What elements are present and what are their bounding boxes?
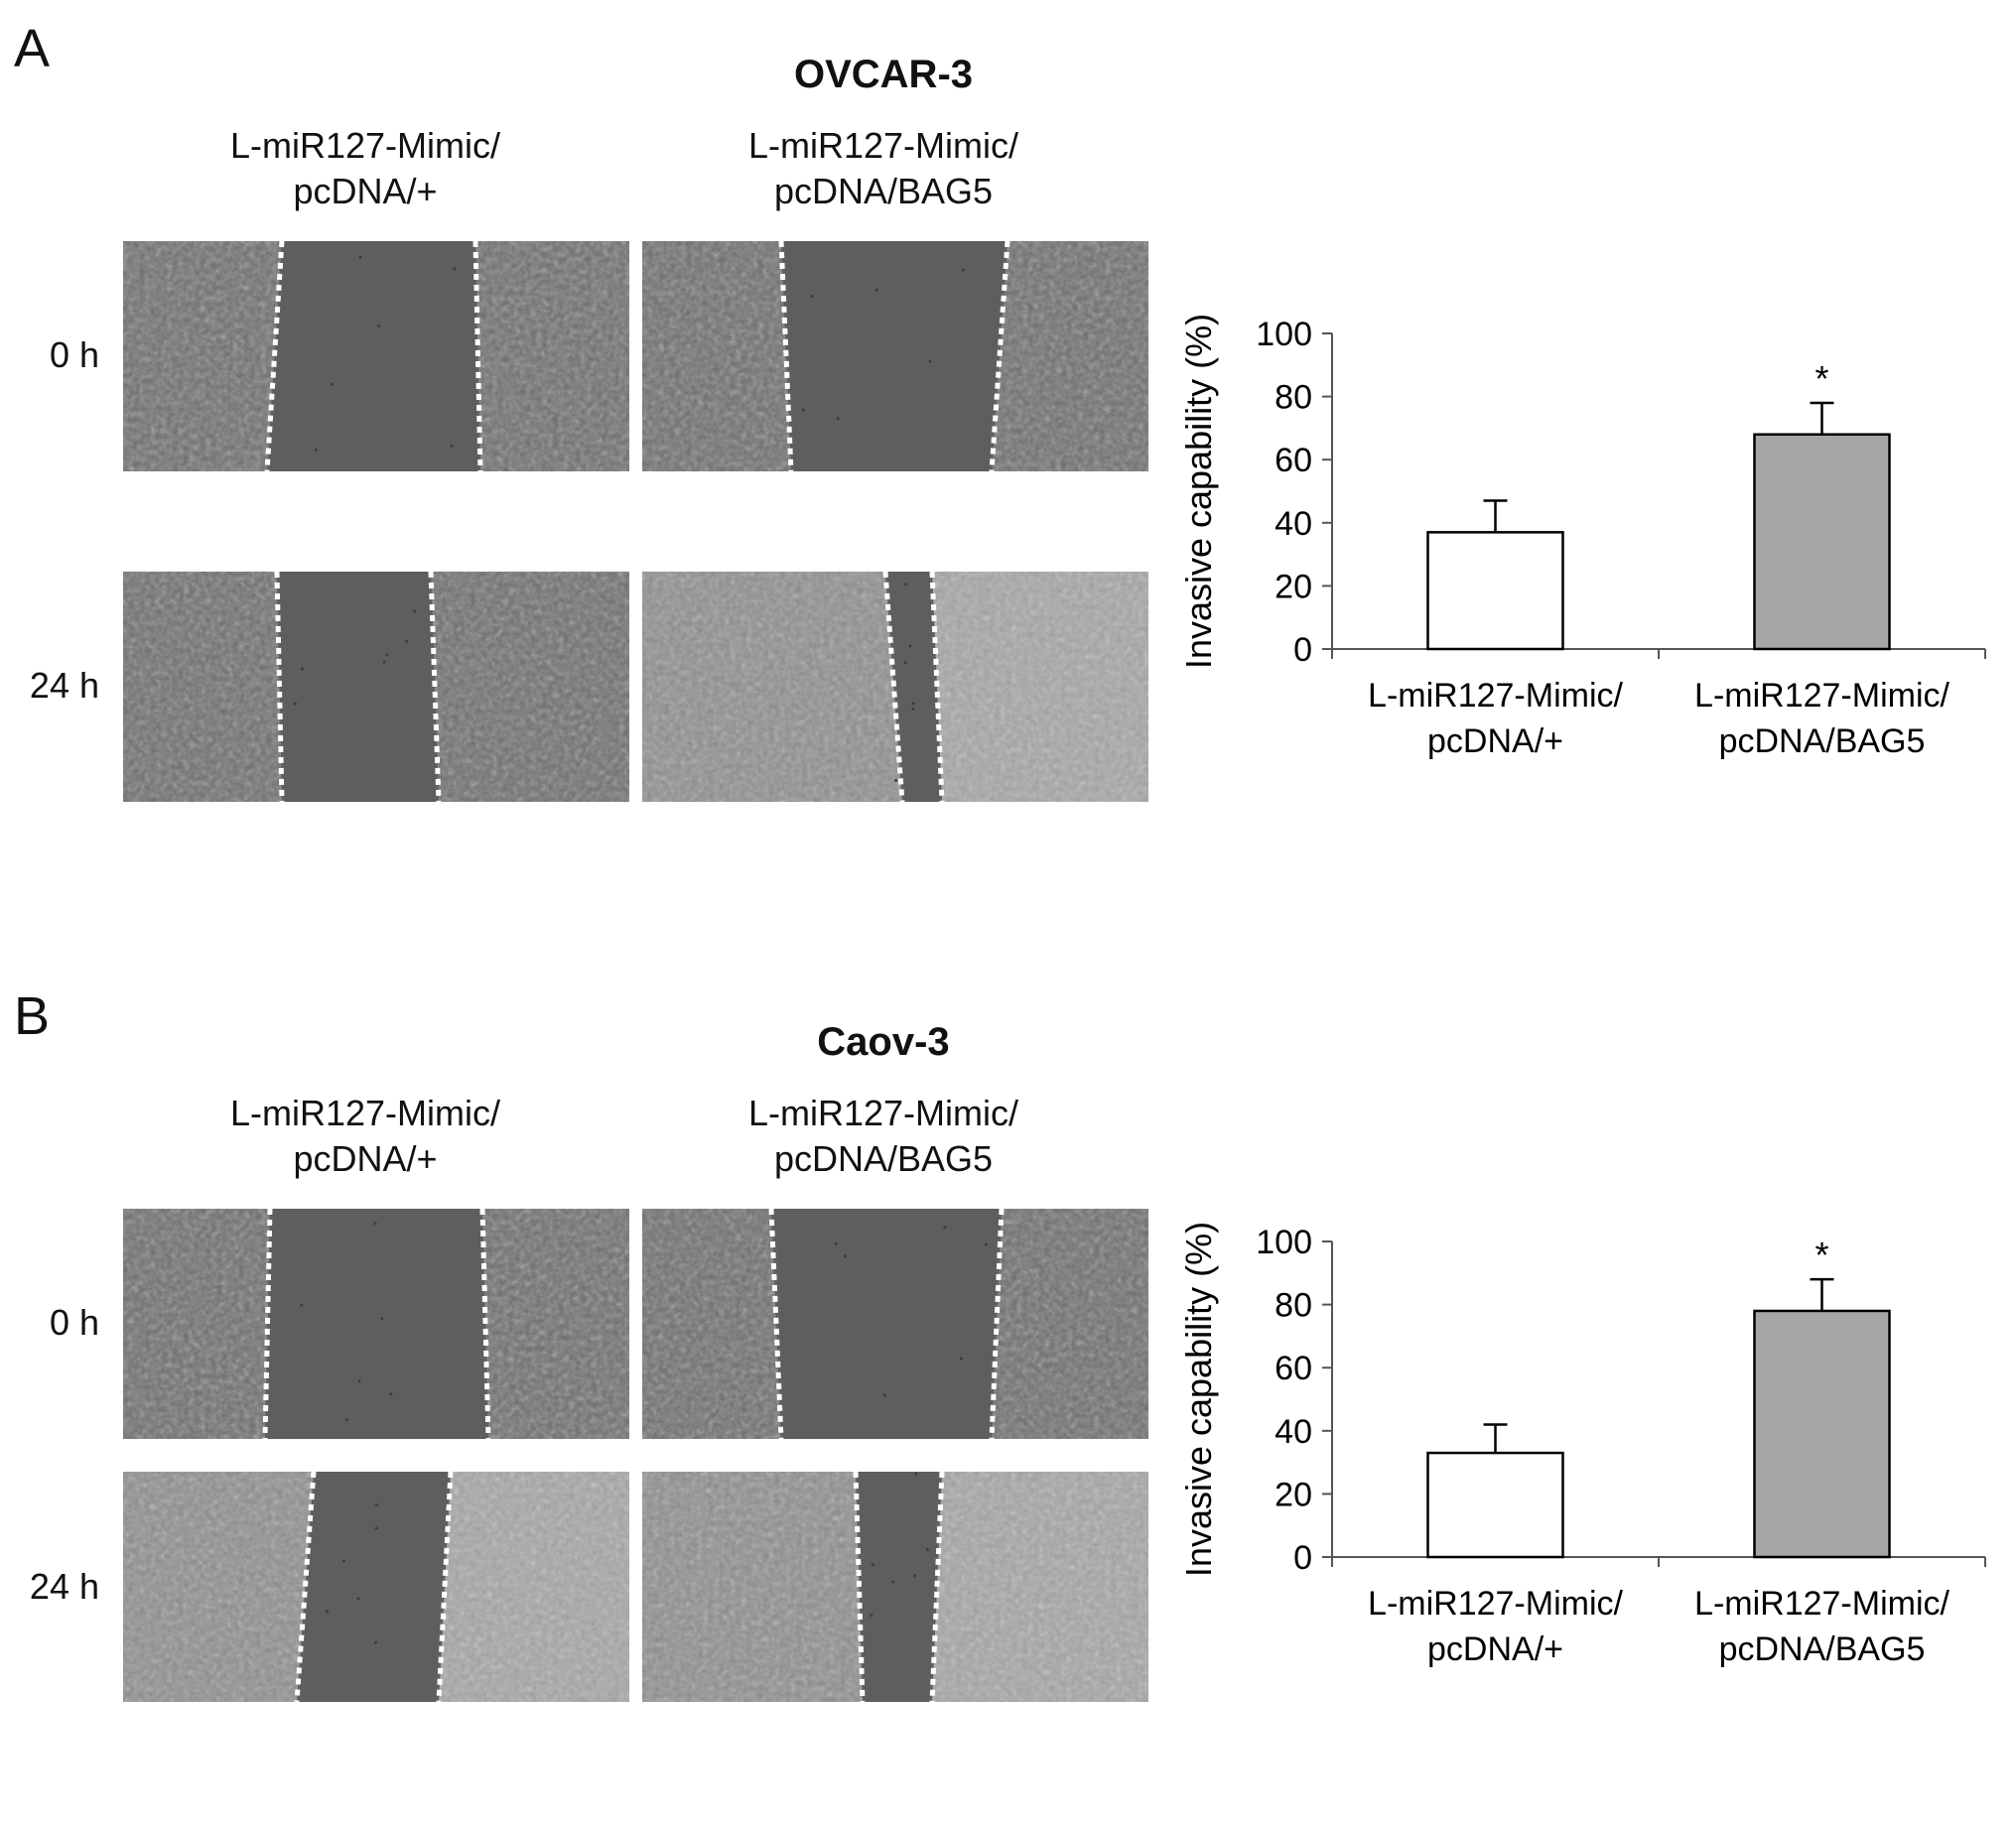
column-label-control: L-miR127-Mimic/ pcDNA/+ — [229, 1093, 501, 1179]
micrograph-control-0h — [123, 1209, 629, 1439]
y-axis-label: Invasive capability (%) — [1178, 314, 1219, 669]
panel-letter: A — [14, 19, 51, 78]
y-tick-label: 100 — [1256, 316, 1312, 353]
column-label-bag5: L-miR127-Mimic/ pcDNA/BAG5 — [747, 1093, 1019, 1179]
y-tick-label: 60 — [1275, 442, 1312, 479]
micrograph-bag5-0h — [642, 1209, 1148, 1439]
bar-chart-caov3: Invasive capability (%) 0 20 40 60 80 100 L-miR… — [1171, 1206, 2016, 1761]
bar — [1426, 531, 1564, 651]
significance-marker: * — [1814, 1235, 1828, 1275]
row-label-24h: 24 h — [29, 665, 99, 706]
y-tick-label: 40 — [1275, 505, 1312, 543]
y-tick-label: 80 — [1275, 1287, 1312, 1325]
micrograph-bag5-0h — [642, 241, 1148, 471]
x-tick-label: L-miR127-Mimic/pcDNA/BAG5 — [1694, 1585, 1949, 1668]
row-label-0h: 0 h — [49, 334, 99, 375]
row-label-0h: 0 h — [49, 1302, 99, 1343]
bar — [1426, 1451, 1564, 1559]
y-tick-label: 100 — [1256, 1224, 1312, 1261]
y-tick-label: 80 — [1275, 379, 1312, 417]
micrograph-control-24h — [123, 572, 629, 802]
y-tick-label: 20 — [1275, 568, 1312, 605]
significance-marker: * — [1814, 358, 1828, 399]
y-axis-label: Invasive capability (%) — [1178, 1222, 1219, 1577]
panel-letter: B — [14, 986, 51, 1046]
bar — [1753, 433, 1891, 651]
x-tick-label: L-miR127-Mimic/pcDNA/+ — [1368, 677, 1623, 760]
cell-line-title: OVCAR-3 — [793, 53, 974, 96]
bar-chart-ovcar3: Invasive capability (%) 0 20 40 60 80 100 L-miR… — [1171, 298, 2016, 853]
panel-b: B Caov-3 L-miR127-Mimic/ pcDNA/+ L-miR12… — [0, 968, 2016, 1824]
y-tick-label: 0 — [1293, 631, 1312, 669]
x-tick-label: L-miR127-Mimic/pcDNA/BAG5 — [1694, 677, 1949, 760]
panel-a: A OVCAR-3 L-miR127-Mimic/ pcDNA/+ L-miR1… — [0, 0, 2016, 856]
micrograph-control-0h — [123, 241, 629, 471]
y-tick-label: 0 — [1293, 1539, 1312, 1577]
column-label-bag5: L-miR127-Mimic/ pcDNA/BAG5 — [747, 125, 1019, 211]
micrograph-bag5-24h — [642, 1472, 1148, 1702]
micrograph-control-24h — [123, 1472, 629, 1702]
column-label-control: L-miR127-Mimic/ pcDNA/+ — [229, 125, 501, 211]
x-tick-label: L-miR127-Mimic/pcDNA/+ — [1368, 1585, 1623, 1668]
y-tick-label: 60 — [1275, 1350, 1312, 1387]
bar — [1753, 1309, 1891, 1559]
cell-line-title: Caov-3 — [817, 1020, 950, 1064]
y-tick-label: 20 — [1275, 1476, 1312, 1513]
row-label-24h: 24 h — [29, 1566, 99, 1607]
y-tick-label: 40 — [1275, 1413, 1312, 1451]
micrograph-bag5-24h — [642, 572, 1148, 802]
